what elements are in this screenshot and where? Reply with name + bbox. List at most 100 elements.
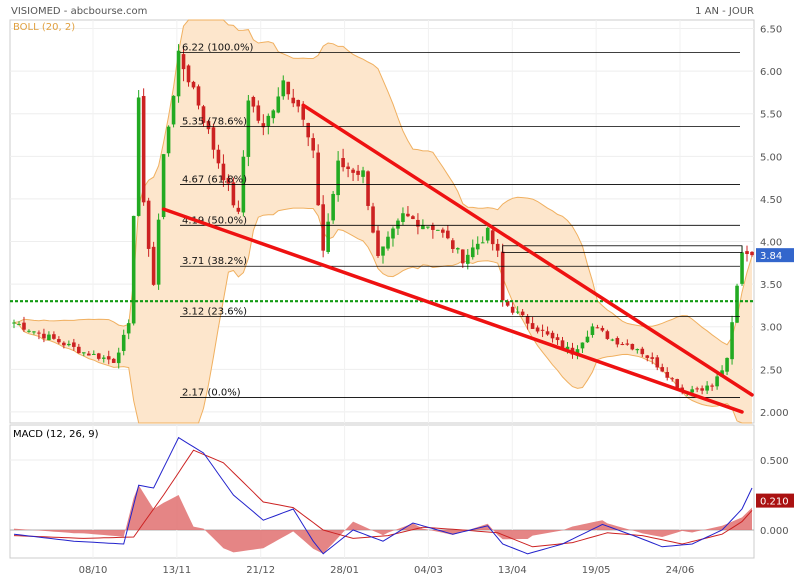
- candle-body: [271, 110, 276, 119]
- x-tick-label: 28/01: [330, 565, 359, 576]
- x-tick-label: 04/03: [414, 565, 443, 576]
- candle-body: [630, 343, 635, 350]
- candle-body: [520, 311, 525, 316]
- candle-body: [276, 96, 281, 113]
- price-tick-label: 4.00: [760, 238, 782, 249]
- candle-body: [505, 301, 510, 306]
- candle-body: [436, 229, 440, 231]
- candle-body: [725, 357, 729, 372]
- candle-body: [111, 358, 116, 363]
- candle-body: [181, 54, 186, 70]
- candle-body: [236, 207, 241, 212]
- candle-body: [341, 158, 345, 168]
- candle-body: [470, 247, 475, 258]
- candle-body: [216, 149, 221, 164]
- candle-body: [730, 322, 734, 360]
- x-tick-label: 08/10: [79, 565, 108, 576]
- candle-body: [351, 169, 355, 173]
- candle-body: [535, 327, 540, 332]
- candle-body: [715, 376, 719, 387]
- fibonacci-levels: 6.22 (100.0%) 5.35 (78.6%) 4.67 (61.8%) 4.1…: [180, 42, 743, 398]
- candle-body: [116, 352, 121, 364]
- candle-body: [750, 251, 754, 256]
- macd-axis: 0.500 0.000 0.210: [756, 456, 794, 537]
- candle-body: [151, 246, 156, 285]
- candle-body: [660, 367, 665, 372]
- candle-body: [171, 95, 176, 125]
- candle-body: [346, 166, 350, 170]
- candle-body: [336, 160, 340, 196]
- chart-header-period: 1 AN - JOUR: [695, 6, 754, 17]
- candle-body: [101, 357, 106, 359]
- candle-body: [540, 329, 545, 331]
- candle-body: [515, 311, 520, 313]
- candle-body: [191, 81, 196, 88]
- candle-body: [401, 213, 405, 222]
- candle-body: [136, 97, 141, 216]
- candle-body: [595, 327, 600, 329]
- price-tick-label: 3.00: [760, 323, 782, 334]
- candle-body: [695, 388, 699, 390]
- candle-body: [176, 50, 181, 97]
- candle-body: [42, 333, 46, 339]
- candle-body: [251, 96, 256, 107]
- bollinger-area: [14, 20, 752, 423]
- candle-body: [37, 332, 41, 334]
- x-tick-label: 24/06: [666, 565, 695, 576]
- candle-body: [600, 327, 605, 331]
- candle-body: [545, 331, 550, 335]
- fib-level-label: 6.22 (100.0%): [182, 42, 253, 53]
- candle-body: [580, 342, 585, 349]
- trend-line: [301, 103, 754, 397]
- candle-body: [91, 353, 96, 355]
- candle-body: [286, 81, 291, 95]
- candle-body: [17, 324, 21, 326]
- candle-body: [655, 357, 660, 368]
- price-tick-label: 2.50: [760, 365, 782, 376]
- candle-body: [431, 225, 435, 230]
- x-tick-label: 13/04: [498, 565, 527, 576]
- candle-body: [306, 122, 311, 138]
- candle-body: [700, 388, 704, 391]
- candle-body: [665, 371, 670, 378]
- candle-body: [635, 349, 640, 351]
- candle-body: [246, 100, 251, 157]
- candle-body: [12, 322, 16, 324]
- candle-body: [121, 334, 126, 351]
- candle-body: [525, 316, 530, 324]
- fib-level-label: 4.19 (50.0%): [182, 215, 247, 226]
- price-tick-label: 6.50: [760, 25, 782, 36]
- candle-body: [156, 219, 161, 285]
- macd-tick-label: 0.500: [760, 456, 789, 467]
- candle-body: [27, 330, 31, 332]
- candle-body: [316, 152, 320, 206]
- bollinger-upper-line: [13, 19, 753, 346]
- candle-body: [366, 171, 370, 206]
- candle-body: [565, 346, 570, 350]
- macd-histogram-area: [14, 485, 752, 554]
- candle-body: [86, 353, 91, 356]
- candle-body: [675, 379, 680, 388]
- fib-level-label: 4.67 (61.8%): [182, 174, 247, 185]
- candle-body: [201, 106, 206, 123]
- x-axis: 08/10 13/11 21/12 28/01 04/03 13/04 19/05 24/06: [79, 565, 695, 576]
- candle-body: [57, 339, 61, 343]
- candle-body: [550, 332, 555, 339]
- candle-body: [510, 306, 515, 313]
- trend-line: [161, 207, 744, 414]
- candle-body: [485, 227, 490, 241]
- candle-body: [441, 229, 445, 233]
- candle-body: [291, 97, 296, 104]
- bollinger-lower-line: [13, 207, 752, 424]
- price-tick-label: 3.50: [760, 280, 782, 291]
- candle-body: [296, 99, 301, 107]
- candle-body: [381, 246, 385, 256]
- candle-body: [500, 251, 505, 301]
- candle-body: [740, 252, 744, 284]
- resistance-box: [502, 245, 743, 253]
- candle-body: [555, 337, 560, 341]
- macd-last-value: 0.210: [760, 497, 789, 508]
- candle-body: [231, 182, 236, 206]
- candle-body: [411, 216, 415, 220]
